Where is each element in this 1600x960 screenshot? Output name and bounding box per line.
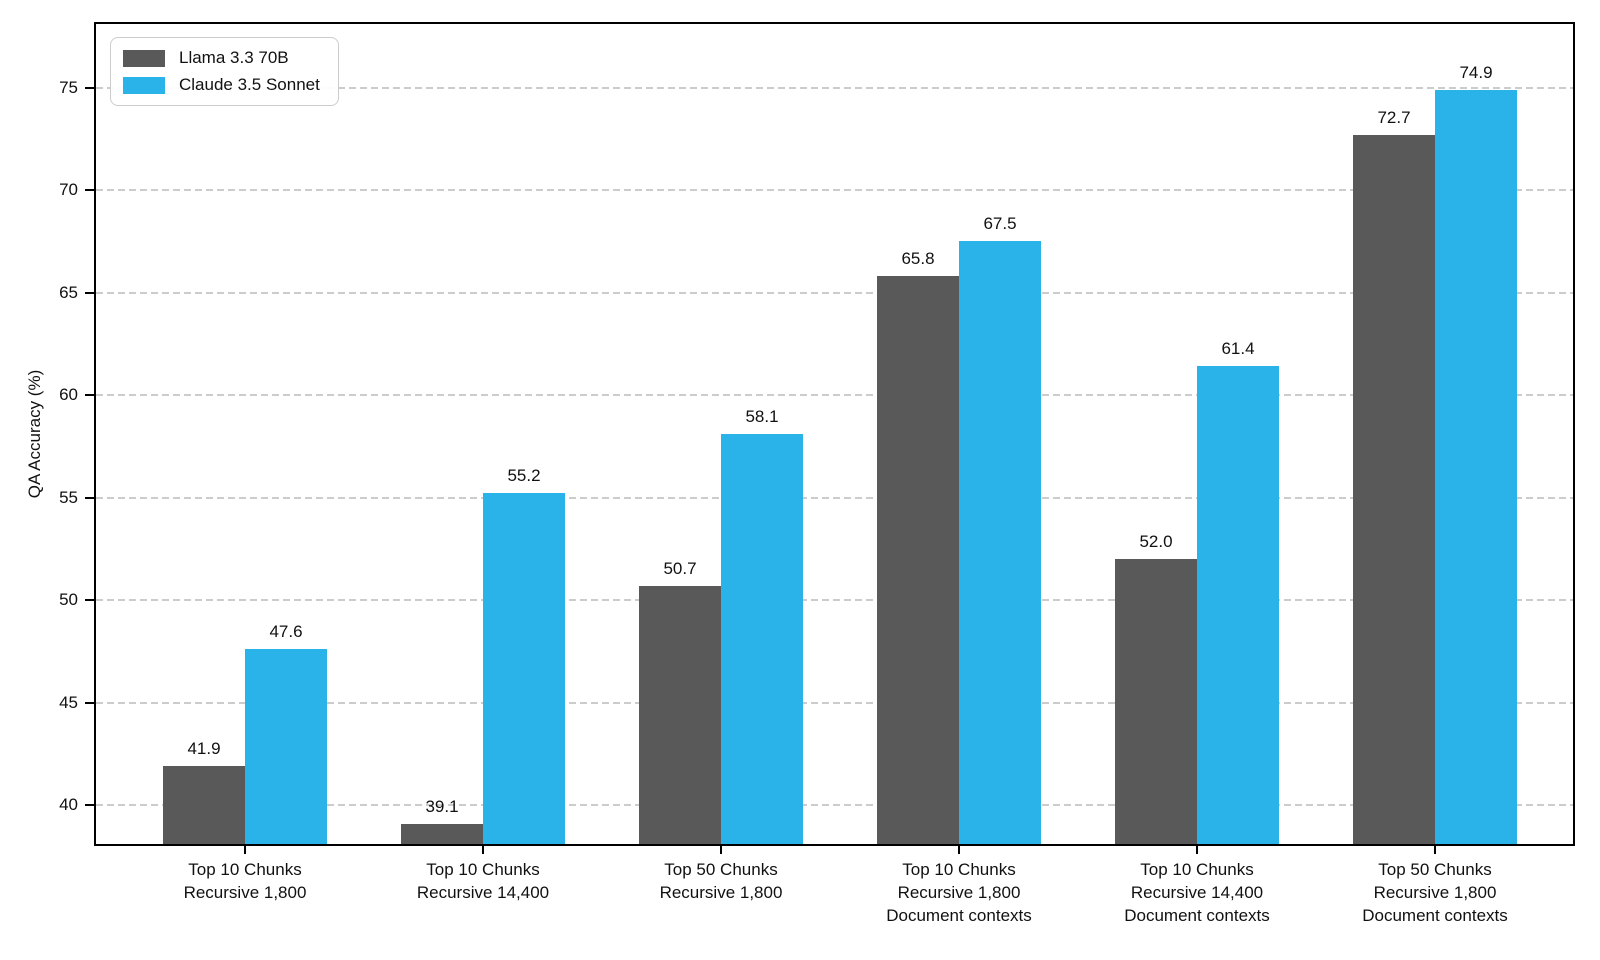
x-tick-label: Top 10 Chunks Recursive 14,400 — [416, 860, 550, 902]
gridline — [96, 189, 1573, 192]
y-tick-label: 45 — [59, 692, 78, 712]
y-tick-mark — [85, 496, 94, 499]
bar — [483, 493, 565, 844]
bar — [959, 241, 1041, 844]
bar — [1115, 559, 1197, 844]
x-tick-label: Top 10 Chunks Recursive 14,400 Document … — [1124, 860, 1270, 925]
x-tick-mark — [1196, 846, 1198, 854]
y-tick-mark — [85, 394, 94, 397]
x-tick-label: Top 10 Chunks Recursive 1,800 — [183, 860, 307, 902]
x-tick-label: Top 50 Chunks Recursive 1,800 — [659, 860, 783, 902]
y-tick-mark — [85, 599, 94, 602]
x-tick-mark — [244, 846, 246, 854]
y-tick-label: 50 — [59, 590, 78, 610]
y-tick-label: 65 — [59, 282, 78, 302]
legend-item: Claude 3.5 Sonnet — [123, 75, 320, 95]
y-tick-label: 75 — [59, 77, 78, 97]
x-tick-label: Top 10 Chunks Recursive 1,800 Document c… — [886, 860, 1032, 925]
gridline — [96, 291, 1573, 294]
bar — [1353, 134, 1435, 844]
bar-value-label: 61.4 — [1221, 339, 1255, 359]
bar-value-label: 65.8 — [901, 249, 935, 269]
gridline — [96, 496, 1573, 499]
gridline — [96, 86, 1573, 89]
bar-value-label: 52.0 — [1139, 532, 1173, 552]
plot-area: QA Accuracy (%) Llama 3.3 70B Claude 3.5 … — [25, 22, 1575, 925]
y-tick-mark — [85, 804, 94, 807]
bar-value-label: 58.1 — [745, 407, 779, 426]
legend: Llama 3.3 70B Claude 3.5 Sonnet — [110, 37, 339, 106]
legend-swatch — [123, 76, 165, 94]
legend-item: Llama 3.3 70B — [123, 48, 320, 68]
bar-value-label: 74.9 — [1459, 62, 1493, 82]
y-axis-title: QA Accuracy (%) — [25, 369, 44, 499]
x-tick-mark — [958, 846, 960, 854]
gridline — [96, 804, 1573, 807]
bar — [721, 434, 803, 844]
bar — [401, 823, 483, 844]
bar-value-label: 67.5 — [983, 214, 1017, 234]
bar-value-label: 39.1 — [425, 796, 459, 816]
y-tick-mark — [85, 189, 94, 192]
bar — [1197, 366, 1279, 844]
bar — [163, 766, 245, 844]
legend-label: Claude 3.5 Sonnet — [179, 75, 320, 94]
bar-value-label: 55.2 — [507, 466, 541, 486]
x-tick-label: Top 50 Chunks Recursive 1,800 Document c… — [1362, 860, 1508, 925]
bar — [639, 585, 721, 844]
gridline — [96, 394, 1573, 397]
bar-value-label: 72.7 — [1377, 107, 1411, 127]
y-tick-mark — [85, 701, 94, 704]
bar — [245, 649, 327, 844]
y-tick-label: 70 — [59, 180, 78, 200]
bar-value-label: 50.7 — [663, 558, 697, 578]
x-tick-mark — [1434, 846, 1436, 854]
x-tick-mark — [720, 846, 722, 854]
y-tick-mark — [85, 291, 94, 294]
legend-label: Llama 3.3 70B — [179, 48, 289, 67]
gridline — [96, 599, 1573, 602]
bar-value-label: 41.9 — [187, 739, 221, 759]
bar — [877, 276, 959, 844]
bar-value-label: 47.6 — [269, 622, 303, 642]
y-tick-label: 55 — [59, 487, 78, 507]
legend-swatch — [123, 49, 165, 67]
y-tick-label: 40 — [59, 795, 78, 815]
gridline — [96, 701, 1573, 704]
bar — [1435, 89, 1517, 844]
x-tick-mark — [482, 846, 484, 854]
y-tick-mark — [85, 86, 94, 89]
y-tick-label: 60 — [59, 385, 78, 405]
